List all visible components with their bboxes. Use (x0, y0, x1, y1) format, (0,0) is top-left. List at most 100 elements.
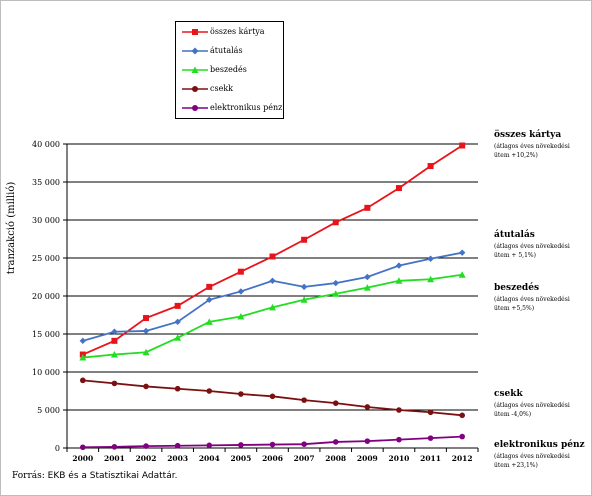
data-point (427, 409, 434, 416)
data-point (458, 249, 466, 256)
annotation-csekk: csekk (átlagos éves növekedési ütem -4,0… (494, 389, 590, 419)
annotation-note: (átlagos éves növekedési ütem +10,2%) (494, 143, 570, 159)
x-tick-label: 2009 (357, 454, 378, 463)
data-point (174, 334, 182, 341)
data-point (206, 296, 213, 303)
legend-item-elektronikus-penz: elektronikus pénz (182, 100, 282, 116)
legend-label: átutalás (210, 46, 243, 55)
data-point (238, 442, 244, 448)
data-point (206, 283, 213, 290)
data-point (174, 385, 181, 392)
series-line (82, 251, 463, 342)
legend-label: összes kártya (210, 27, 265, 36)
data-point (396, 407, 402, 413)
x-tick-label: 2003 (167, 454, 188, 463)
annotation-atutalas: átutalás (átlagos éves növekedési ütem +… (494, 230, 590, 260)
data-point (111, 380, 118, 387)
data-point (142, 327, 150, 335)
y-tick-label: 10 000 (32, 368, 60, 377)
annotation-name: csekk (494, 389, 523, 399)
annotation-name: beszedés (494, 283, 540, 293)
x-tick-label: 2007 (294, 454, 315, 463)
series-line (82, 144, 463, 356)
y-tick-label: 30 000 (32, 216, 60, 225)
series-3 (80, 377, 465, 419)
data-point (332, 279, 339, 287)
data-point (332, 439, 339, 445)
x-tick-label: 2008 (325, 454, 346, 463)
data-point (174, 318, 181, 326)
data-point (174, 442, 181, 449)
annotation-elektronikus-penz: elektronikus pénz (átlagos éves növekedé… (494, 440, 590, 470)
x-tick-label: 2000 (72, 454, 93, 463)
data-point (111, 444, 118, 450)
data-point (143, 315, 150, 322)
data-point (238, 391, 244, 397)
data-point (300, 283, 308, 291)
data-point (301, 236, 308, 243)
legend-swatch-circle (182, 86, 208, 92)
data-point (142, 348, 150, 356)
data-point (332, 219, 339, 226)
annotation-name: összes kártya (494, 130, 562, 140)
legend-label: csekk (210, 84, 234, 93)
annotation-note: (átlagos éves növekedési ütem -4,0%) (494, 402, 570, 418)
data-point (427, 275, 435, 283)
data-point (269, 441, 276, 448)
series-line (82, 273, 463, 359)
x-tick-label: 2001 (104, 454, 125, 463)
x-tick-label: 2011 (420, 454, 441, 463)
source-label: Forrás: (12, 471, 45, 481)
gridlines (67, 143, 478, 411)
x-tick-label: 2012 (452, 454, 473, 463)
legend-swatch-triangle (182, 66, 208, 73)
legend-label: elektronikus pénz (210, 103, 283, 112)
legend-swatch-circle (182, 105, 208, 111)
data-point (205, 318, 213, 325)
data-point (80, 444, 86, 451)
data-point (395, 262, 403, 269)
y-tick-label: 0 (55, 444, 60, 453)
data-point (111, 328, 118, 335)
x-tick-label: 2002 (136, 454, 157, 463)
y-tick-label: 35 000 (32, 178, 60, 187)
x-tick-label: 2010 (389, 454, 410, 463)
series-1 (79, 249, 466, 345)
data-point (396, 436, 402, 443)
data-point (363, 284, 371, 291)
data-point (459, 433, 465, 440)
series-layer (79, 142, 466, 451)
data-point (206, 442, 213, 449)
x-tick-label: 2004 (199, 454, 220, 463)
legend-item-csekk: csekk (182, 81, 282, 97)
annotation-note: (átlagos éves növekedési ütem +23,1%) (494, 453, 570, 469)
y-tick-label: 15 000 (32, 330, 60, 339)
y-tick-label: 20 000 (32, 292, 60, 301)
series-4 (80, 433, 465, 451)
data-point (459, 412, 465, 419)
data-point (301, 441, 307, 448)
annotation-name: elektronikus pénz (494, 440, 585, 450)
data-point (143, 383, 149, 390)
annotation-osszes-kartya: összes kártya (átlagos éves növekedési ü… (494, 130, 590, 160)
axes: 0 5 000 10 000 15 000 20 000 25 000 30 000 35 0… (32, 140, 479, 463)
annotation-name: átutalás (494, 230, 535, 240)
data-point (237, 268, 244, 275)
data-point (174, 302, 181, 309)
data-point (301, 397, 307, 403)
source-text: EKB és a Statisztikai Adattár. (47, 471, 178, 481)
legend-item-beszedes: beszedés (182, 62, 282, 78)
data-point (364, 438, 371, 444)
data-point (269, 253, 276, 260)
annotation-note: (átlagos éves növekedési ütem + 5,1%) (494, 243, 570, 259)
data-point (364, 404, 371, 410)
data-point (427, 435, 434, 441)
data-point (395, 185, 402, 192)
data-point (269, 393, 276, 400)
series-0 (79, 142, 466, 358)
y-tick-label: 25 000 (32, 254, 60, 263)
data-point (80, 377, 86, 384)
data-point (459, 142, 466, 149)
data-point (237, 313, 245, 320)
